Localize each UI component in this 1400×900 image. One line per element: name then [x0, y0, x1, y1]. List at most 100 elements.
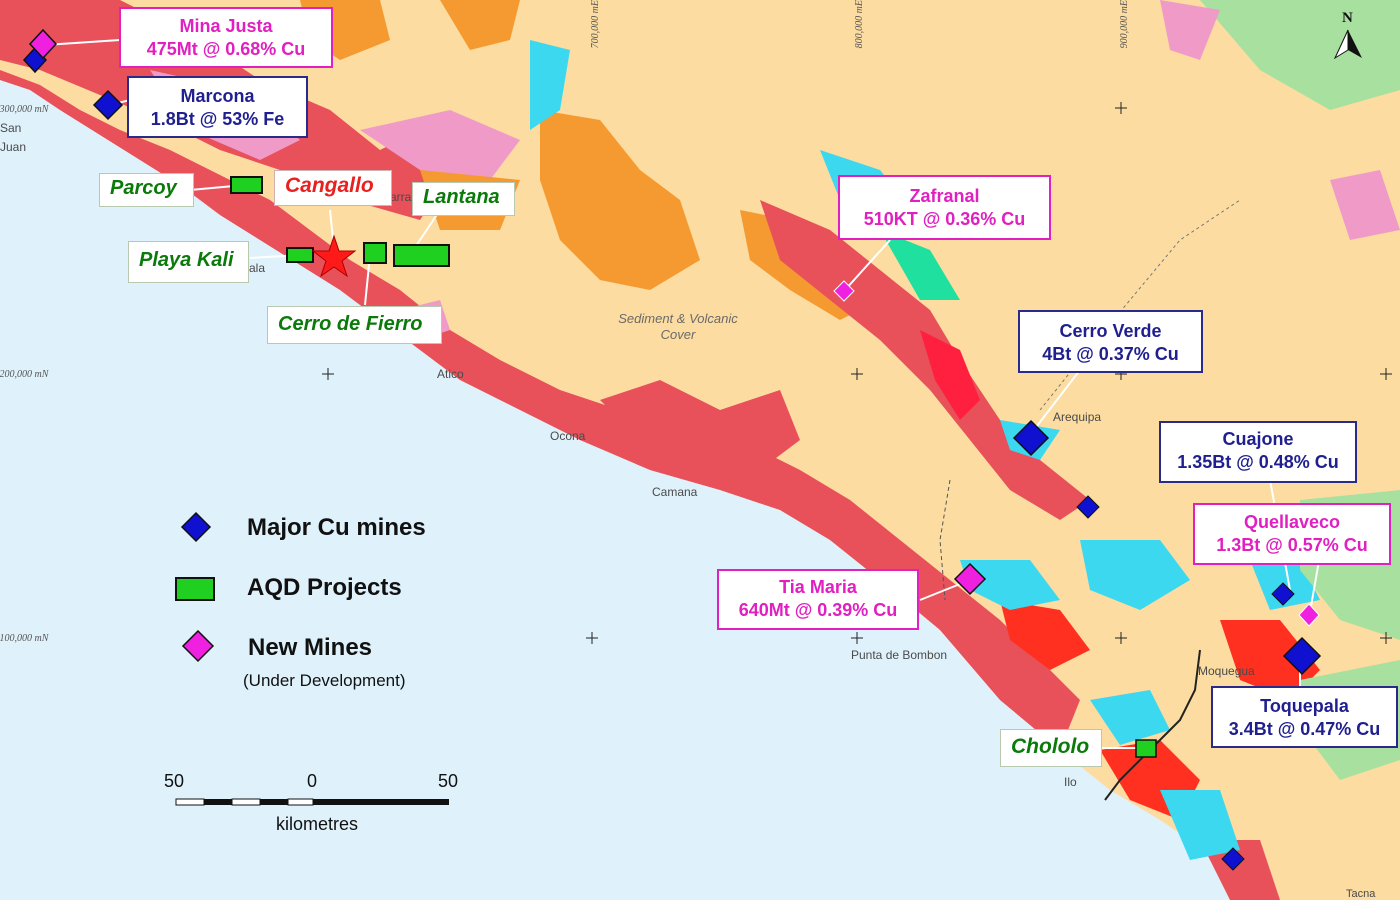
- geology-unit: [1090, 690, 1170, 745]
- callout-cerro-verde: Cerro Verde 4Bt @ 0.37% Cu: [1018, 310, 1203, 373]
- project-label-lantana: Lantana: [412, 182, 515, 216]
- place-moquegua: Moquegua: [1198, 664, 1255, 678]
- grid-label-900000-mE: 900,000 mE: [1119, 0, 1130, 49]
- new-mine-marker-tia-maria: [953, 562, 987, 596]
- geology-unit: [440, 0, 520, 50]
- mine-name: Toquepala: [1260, 696, 1349, 716]
- coastal-belt: [0, 70, 1080, 750]
- mine-name: Quellaveco: [1243, 512, 1341, 532]
- grid-label-8100000-mN: 8,100,000 mN: [0, 633, 49, 644]
- geology-unit: [960, 560, 1060, 610]
- place-atico: Atico: [437, 367, 464, 381]
- road: [1104, 649, 1201, 801]
- callout-mina-justa: Mina Justa 475Mt @ 0.68% Cu: [119, 7, 333, 68]
- mine-name: Cuajone: [1222, 429, 1294, 449]
- callout-toquepala: Toquepala 3.4Bt @ 0.47% Cu: [1211, 686, 1398, 748]
- mine-name: Mina Justa: [179, 16, 273, 36]
- mine-name: Tia Maria: [779, 577, 857, 597]
- geology-unit: [1000, 600, 1090, 670]
- cover-label-line-1: Sediment & Volcanic: [618, 311, 738, 326]
- geology-unit: [1200, 840, 1280, 900]
- legend-new-mines: New Mines: [248, 634, 373, 661]
- place-tacna: Tacna: [1346, 888, 1376, 900]
- mine-name: Marcona: [180, 86, 255, 106]
- road: [1039, 199, 1241, 411]
- place-camana: Camana: [652, 485, 698, 499]
- grid-label-700000-mE: 700,000 mE: [590, 0, 601, 49]
- geology-unit: [530, 40, 570, 130]
- mine-detail: 3.4Bt @ 0.47% Cu: [1228, 719, 1381, 739]
- cover-label: Sediment & Volcanic Cover: [608, 311, 748, 343]
- project-label-parcoy: Parcoy: [99, 173, 194, 207]
- legend-new-mines-subtitle: (Under Development): [243, 671, 406, 690]
- grid-crosses: [322, 102, 1392, 644]
- major-mine-marker-south: [1221, 847, 1245, 871]
- geology-unit: [1080, 540, 1190, 610]
- new-mine-marker-quellaveco: [1298, 603, 1320, 627]
- aqd-project-marker-playa-kali: [286, 247, 314, 263]
- geology-unit: [1330, 170, 1400, 240]
- callout-quellaveco: Quellaveco 1.3Bt @ 0.57% Cu: [1193, 503, 1391, 565]
- major-mine-marker-cuajone: [1076, 495, 1100, 519]
- place-ala: ala: [249, 261, 266, 275]
- mine-name: Cerro Verde: [1059, 321, 1162, 341]
- scale-label-mid: 0: [307, 771, 318, 791]
- mine-detail: 1.35Bt @ 0.48% Cu: [1177, 452, 1339, 472]
- geology-unit: [880, 230, 960, 300]
- place-arra: arra: [390, 190, 412, 204]
- mine-detail: 510KT @ 0.36% Cu: [863, 209, 1026, 229]
- project-label-chololo: Chololo: [1000, 729, 1102, 767]
- place-ocona: Ocona: [550, 429, 586, 443]
- mine-detail: 475Mt @ 0.68% Cu: [146, 39, 306, 59]
- geology-unit: [600, 380, 800, 470]
- callout-tia-maria: Tia Maria 640Mt @ 0.39% Cu: [717, 569, 919, 630]
- road: [939, 479, 951, 601]
- major-mine-marker-toquepala: [1282, 636, 1322, 676]
- legend-major-diamond-icon: [180, 511, 212, 543]
- cover-label-line-2: Cover: [660, 327, 696, 342]
- mine-detail: 4Bt @ 0.37% Cu: [1042, 344, 1179, 364]
- major-mine-marker-small: [1271, 582, 1295, 606]
- legend-new-diamond-icon: [181, 629, 215, 663]
- project-label-cangallo: Cangallo: [274, 170, 392, 206]
- geology-unit: [1160, 790, 1240, 860]
- scale-unit: kilometres: [276, 814, 359, 834]
- north-arrow-icon: [1333, 29, 1362, 60]
- aqd-project-marker-cerro-de-fierro: [363, 242, 387, 264]
- mine-detail: 1.3Bt @ 0.57% Cu: [1216, 535, 1368, 555]
- grid-label-8300000-mN: 8,300,000 mN: [0, 104, 49, 115]
- legend-aqd-rect-icon: [175, 577, 215, 601]
- new-mine-marker-zafranal: [833, 280, 855, 302]
- aqd-project-marker-parcoy: [230, 176, 263, 194]
- geology-unit: [360, 110, 520, 180]
- new-mine-marker-mina-justa: [28, 28, 58, 60]
- geology-unit: [1220, 620, 1320, 700]
- callout-cuajone: Cuajone 1.35Bt @ 0.48% Cu: [1159, 421, 1357, 483]
- north-label: N: [1342, 10, 1353, 26]
- callout-marcona: Marcona 1.8Bt @ 53% Fe: [127, 76, 308, 138]
- scale-label-right: 50: [438, 771, 459, 791]
- scale-bar: [175, 798, 449, 806]
- project-label-playa-kali: Playa Kali: [128, 241, 249, 283]
- geology-unit: [920, 330, 980, 420]
- geology-unit: [1160, 0, 1220, 60]
- geology-unit: [540, 110, 700, 290]
- grid-label-8200000-mN: 8,200,000 mN: [0, 369, 49, 380]
- place-san: San: [0, 121, 22, 135]
- legend-aqd-projects: AQD Projects: [247, 574, 402, 601]
- mine-detail: 640Mt @ 0.39% Cu: [738, 600, 898, 620]
- aqd-project-marker-chololo: [1135, 739, 1157, 758]
- scale-label-left: 50: [164, 771, 185, 791]
- aqd-project-marker-lantana: [393, 244, 450, 267]
- cangallo-star-icon: [311, 234, 357, 278]
- major-mine-marker-marcona: [92, 89, 124, 121]
- place-punta-de-bombon: Punta de Bombon: [851, 648, 948, 662]
- place-juan: Juan: [0, 140, 27, 154]
- project-label-cerro-de-fierro: Cerro de Fierro: [267, 306, 442, 344]
- legend-major-cu-mines: Major Cu mines: [247, 514, 426, 541]
- geology-unit: [1200, 0, 1400, 110]
- place-arequipa: Arequipa: [1053, 410, 1102, 424]
- mine-name: Zafranal: [909, 186, 980, 206]
- grid-label-800000-mE: 800,000 mE: [854, 0, 865, 49]
- major-mine-marker-cerro-verde: [1012, 419, 1050, 457]
